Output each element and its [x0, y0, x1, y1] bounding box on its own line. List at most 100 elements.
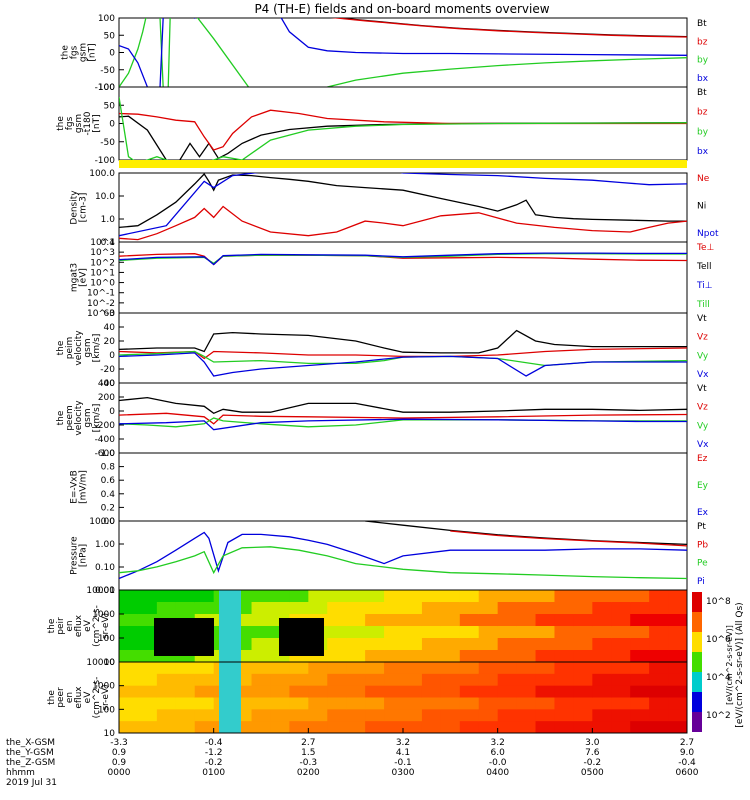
- spectrogram-cell: [440, 590, 461, 603]
- spectrogram-cell: [270, 721, 290, 734]
- y-tick-label: 1.0: [101, 215, 116, 225]
- spectrogram-cell: [327, 638, 347, 651]
- y-tick-label: 1000: [92, 610, 115, 620]
- y-axis-label-line: eV: [83, 619, 93, 632]
- legend-label: Vx: [697, 370, 709, 380]
- density-panel: 100.0 10.0 1.0 0.1 Density[cm-3] Ne Ni Npot: [70, 169, 719, 248]
- spectrogram-cell: [440, 721, 461, 734]
- spectrogram-cell: [535, 662, 555, 675]
- peer_spectrogram-panel: 10000 1000 100 10 thepeerenefluxeV(cm^2-s-sr…: [47, 658, 688, 739]
- ephemeris-value: 0600: [676, 768, 699, 778]
- spectrogram-cell: [668, 638, 688, 651]
- spectrogram-cell: [403, 673, 423, 687]
- ephemeris-value: 2.7: [680, 738, 694, 748]
- pressure-panel: 10.00 1.00 0.10 0.01 Pressure[nPa] Pt Pb Pe Pi: [70, 517, 709, 596]
- spectrogram-cell: [308, 590, 328, 603]
- y-tick-label: -20: [100, 365, 115, 375]
- y-tick-label: 100: [98, 83, 115, 93]
- quality-flag-bar: [119, 160, 687, 168]
- y-tick-label: -50: [100, 66, 115, 76]
- spectrogram-cell: [440, 650, 461, 663]
- y-tick-label: 50: [104, 101, 116, 111]
- ephemeris-value: 0400: [486, 768, 509, 778]
- spectrogram-cell: [156, 673, 177, 687]
- y-tick-label: 100: [98, 705, 115, 715]
- legend-label: Vt: [697, 384, 707, 394]
- y-axis-label-line: sr-eV): [101, 613, 111, 639]
- legend-label: bz: [697, 108, 708, 118]
- y-tick-label: 0.0: [101, 517, 116, 527]
- spectrogram-cell: [421, 697, 442, 710]
- series-Vx: [119, 352, 687, 377]
- spectrogram-cell: [592, 721, 612, 734]
- legend-label: Ti⊥: [696, 281, 713, 291]
- legend-label: Bt: [697, 19, 707, 29]
- spectrogram-cell: [251, 614, 271, 627]
- spectrogram-cell: [403, 590, 423, 603]
- y-tick-label: 0: [109, 49, 115, 59]
- spectrogram-cell: [308, 602, 328, 615]
- series-Pi: [119, 531, 687, 580]
- spectrogram-cell: [251, 662, 271, 675]
- spectrogram-cell: [194, 602, 215, 615]
- spectrogram-cell: [119, 590, 139, 603]
- series-Vz: [119, 412, 687, 425]
- panels-group: 100500-50-100thefgsgsm[nT]Btbzbybx100500…: [47, 14, 745, 739]
- spectrogram-cell: [156, 602, 177, 615]
- legend-label: Ni: [697, 202, 706, 212]
- spectrogram-cell: [497, 626, 518, 639]
- spectrogram-cell: [459, 709, 480, 722]
- spectrogram-cell: [668, 673, 688, 687]
- spectrogram-cell: [478, 697, 499, 710]
- spectrogram-cell: [535, 602, 555, 615]
- y-axis-label-line: [eV]: [79, 268, 89, 287]
- spectrogram-cell: [346, 650, 366, 663]
- spectrogram-cell: [478, 590, 499, 603]
- y-axis-label-line: eflux: [74, 614, 84, 637]
- spectrogram-cell: [308, 721, 328, 734]
- spectrogram-cell: [516, 626, 537, 639]
- spectrogram-cell: [554, 662, 574, 675]
- spectrogram-cell: [516, 709, 537, 722]
- spectrogram-cell: [535, 685, 555, 698]
- legend-label: Ne: [697, 174, 710, 184]
- ephemeris-value: 4.1: [396, 748, 410, 758]
- spectrogram-cell: [649, 685, 669, 698]
- spectrogram-cell: [384, 685, 404, 698]
- spectrogram-cell: [611, 650, 631, 663]
- spectrogram-cell: [516, 590, 537, 603]
- spectrogram-cell: [554, 626, 574, 639]
- y-axis-label-line: [nPa]: [79, 544, 89, 567]
- spectrogram-cell: [611, 697, 631, 710]
- spectrogram-cell: [251, 697, 271, 710]
- spectrogram-cell: [630, 626, 650, 639]
- spectrogram-cell: [421, 709, 442, 722]
- series-by: [119, 96, 687, 160]
- spectrogram-cell: [535, 614, 555, 627]
- spectrogram-cell: [649, 662, 669, 675]
- spectrogram-cell: [194, 662, 215, 675]
- spectrogram-cell: [403, 685, 423, 698]
- spectrogram-cell: [119, 602, 139, 615]
- spectrogram-cell: [630, 638, 650, 651]
- spectrogram-cell: [535, 638, 555, 651]
- spectrogram-cell: [137, 614, 158, 627]
- peem_velocity-panel: 400 200 0 -200 -400 -600 thepeemvelocitygsm[km…: [56, 379, 709, 459]
- ephemeris-value: 3.0: [585, 738, 600, 748]
- spectrogram-cell: [535, 626, 555, 639]
- fgs-panel: 100 50 0 -50 -100 thefgsgsm[nT] Bt bz by bx: [61, 14, 709, 93]
- spectrogram-cell: [497, 602, 518, 615]
- y-axis-label-line: eV: [83, 691, 93, 704]
- spectrogram-cell: [346, 602, 366, 615]
- spectrogram-cell: [649, 602, 669, 615]
- spectrogram-cell: [440, 662, 461, 675]
- spectrogram-cell: [440, 709, 461, 722]
- spectrogram-cell: [668, 590, 688, 603]
- spectrogram-cell: [365, 721, 385, 734]
- series-by: [119, 18, 687, 87]
- panel-frame: [118, 452, 688, 522]
- y-axis-label: thefgsgsm[nT]: [61, 43, 98, 62]
- spectrogram-cell: [365, 614, 385, 627]
- legend-label: Pe: [697, 559, 708, 569]
- ephemeris-value: 7.6: [585, 748, 600, 758]
